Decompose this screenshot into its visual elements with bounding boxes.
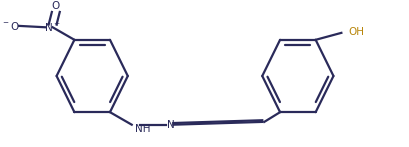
- Text: N: N: [167, 120, 175, 130]
- Text: N$^+$: N$^+$: [44, 21, 61, 34]
- Text: $^-$O: $^-$O: [1, 20, 20, 32]
- Text: NH: NH: [135, 124, 150, 134]
- Text: OH: OH: [348, 27, 364, 37]
- Text: O: O: [52, 1, 60, 11]
